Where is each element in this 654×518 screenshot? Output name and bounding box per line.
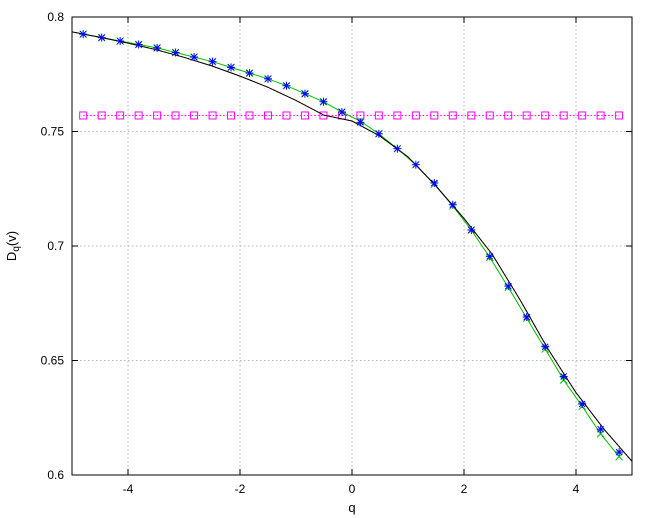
series-2: [79, 30, 623, 461]
series-4: [79, 30, 624, 457]
y-tick-label: 0.75: [41, 125, 65, 139]
data-point: [134, 111, 143, 120]
data-point: [300, 111, 309, 120]
y-axis-label-main: D: [4, 252, 19, 261]
data-point: [337, 108, 346, 117]
data-point: [485, 111, 494, 120]
data-point: [116, 37, 125, 46]
data-point: [171, 111, 180, 120]
data-point: [393, 144, 402, 153]
data-point: [356, 118, 365, 127]
data-point: [374, 111, 383, 120]
data-point: [559, 372, 568, 381]
data-point: [485, 252, 494, 261]
data-point: [282, 81, 291, 90]
series-line: [71, 31, 633, 462]
data-point: [264, 74, 272, 83]
data-point: [596, 425, 605, 434]
data-point: [448, 200, 457, 209]
x-axis-label: q: [348, 500, 355, 515]
data-point: [245, 69, 254, 78]
data-point: [208, 57, 217, 66]
data-point: [596, 111, 605, 120]
data-point: [578, 400, 587, 409]
x-tick-label: 4: [573, 482, 580, 496]
series-layer: [71, 30, 633, 462]
data-point: [541, 342, 550, 351]
data-point: [541, 111, 550, 120]
data-point: [430, 179, 439, 188]
data-point: [134, 40, 143, 49]
y-tick-label: 0.6: [47, 468, 64, 482]
series-0: [79, 111, 624, 120]
data-point: [319, 97, 328, 106]
data-point: [615, 448, 624, 457]
data-point: [504, 282, 513, 291]
data-point: [97, 111, 106, 120]
data-point: [411, 160, 420, 169]
data-point: [171, 48, 180, 57]
data-point: [467, 225, 476, 234]
data-point: [227, 111, 236, 120]
data-point: [374, 129, 383, 138]
data-point: [393, 111, 402, 120]
data-point: [615, 111, 624, 120]
ticks: -4 -2 0 2 4 0.6 0.65 0.7 0.75 0.8: [41, 10, 632, 496]
y-tick-label: 0.65: [41, 354, 65, 368]
data-point: [153, 43, 162, 52]
data-point: [411, 111, 420, 120]
x-tick-label: 2: [461, 482, 468, 496]
data-point: [448, 111, 457, 120]
y-tick-label: 0.8: [47, 10, 64, 24]
data-point: [190, 53, 199, 62]
x-tick-label: -2: [235, 482, 246, 496]
y-axis-label: Dq(v): [4, 231, 22, 261]
y-axis-label-sub: q: [11, 246, 22, 252]
data-point: [504, 111, 513, 120]
data-point: [264, 111, 272, 120]
data-point: [79, 111, 88, 120]
data-point: [97, 33, 106, 42]
data-point: [227, 63, 236, 72]
data-point: [245, 111, 254, 120]
series-line: [83, 33, 620, 458]
data-point: [300, 89, 309, 98]
data-point: [467, 111, 476, 120]
x-tick-label: -4: [123, 482, 134, 496]
y-axis-label-suffix: (v): [4, 231, 19, 246]
data-point: [153, 111, 162, 120]
data-point: [208, 111, 217, 120]
data-point: [430, 111, 439, 120]
data-point: [578, 111, 587, 120]
data-point: [190, 111, 199, 120]
data-point: [522, 111, 531, 120]
x-tick-label: 0: [349, 482, 356, 496]
series-1: [71, 31, 633, 462]
grid: [72, 16, 632, 476]
data-point: [116, 111, 125, 120]
series-line: [71, 31, 633, 462]
data-point: [282, 111, 291, 120]
data-point: [559, 111, 568, 120]
data-point: [79, 30, 88, 39]
y-tick-label: 0.7: [47, 239, 64, 253]
data-point: [522, 312, 531, 321]
series-3: [71, 31, 633, 462]
